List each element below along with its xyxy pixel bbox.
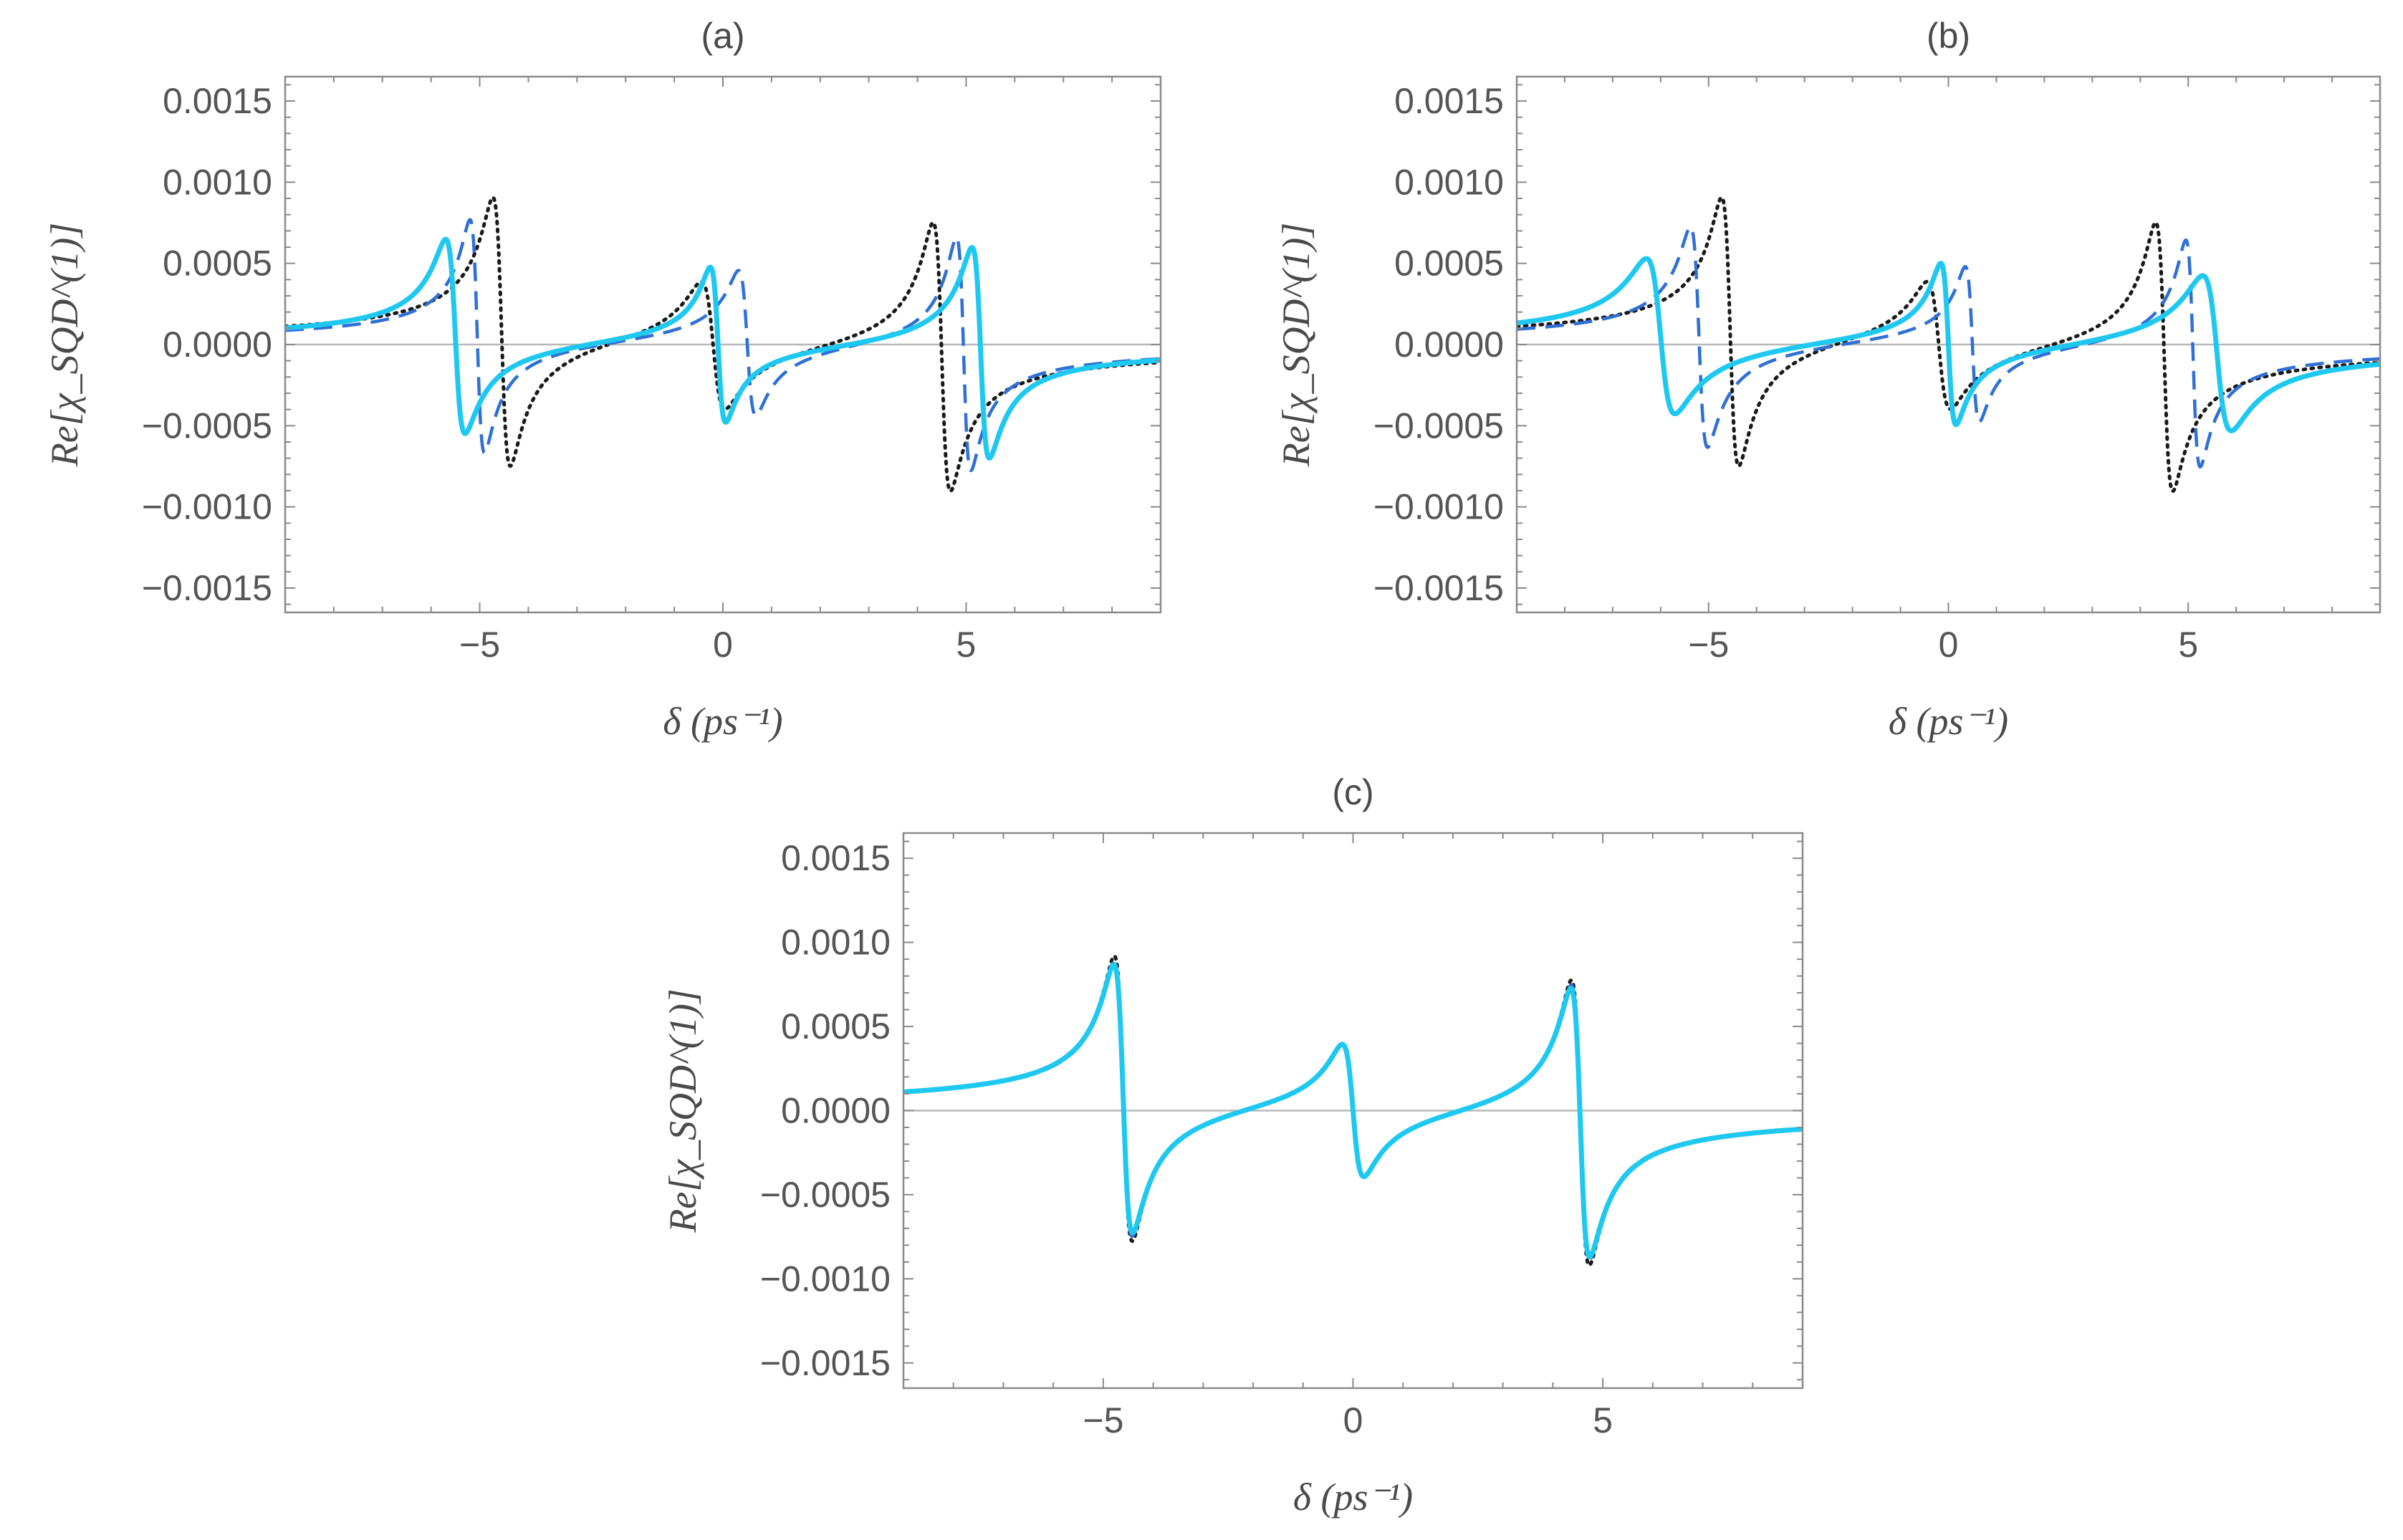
y-axis-label: Re[χ_SQD^(1)] (661, 988, 704, 1233)
y-tick-label: 0.0005 (163, 244, 272, 284)
y-tick-label: −0.0005 (760, 1175, 891, 1215)
y-tick-label: −0.0005 (142, 405, 272, 446)
y-tick-label: 0.0010 (1394, 162, 1504, 202)
chart-panel-0: (a) −5 0 5 0.0015 0.0010 0.0005 0.0000 −0.0005 −0… (43, 16, 1162, 743)
y-tick-label: 0.0005 (1394, 244, 1504, 284)
x-tick-label: 0 (1939, 625, 1959, 665)
y-tick-label: 0.0015 (781, 838, 891, 878)
panel-title: (b) (1927, 16, 1970, 56)
y-tick-label: −0.0010 (142, 487, 272, 527)
y-tick-label: 0.0000 (781, 1091, 891, 1131)
y-tick-label: 0.0015 (163, 81, 272, 121)
series-line-solid (285, 236, 1161, 461)
x-tick-label: 5 (2178, 625, 2198, 665)
y-tick-label: 0.0005 (781, 1006, 891, 1046)
chart-panel-1: (b) −5 0 5 0.0015 0.0010 0.0005 0.0000 −0.0005 −0… (1275, 16, 2382, 743)
y-tick-label: 0.0000 (1394, 324, 1504, 365)
y-tick-label: −0.0010 (1373, 487, 1504, 527)
x-tick-label: −5 (459, 625, 500, 665)
x-tick-label: 0 (713, 625, 733, 665)
x-axis-label: δ (ps⁻¹) (1889, 700, 2008, 743)
y-tick-label: −0.0015 (142, 568, 272, 608)
x-tick-label: −5 (1688, 625, 1729, 665)
y-axis-label: Re[χ_SQD^(1)] (1275, 223, 1318, 467)
y-tick-label: −0.0010 (760, 1259, 891, 1299)
y-tick-label: −0.0015 (1373, 568, 1504, 608)
x-tick-label: 0 (1343, 1400, 1363, 1440)
x-axis-label: δ (ps⁻¹) (1293, 1476, 1413, 1519)
series-line-dotted (1517, 196, 2380, 494)
x-axis-label: δ (ps⁻¹) (663, 700, 782, 743)
series-line-solid (1517, 256, 2380, 433)
series-line-solid (903, 961, 1803, 1260)
panel-title: (a) (701, 16, 744, 56)
y-tick-label: 0.0000 (163, 324, 272, 365)
x-tick-label: −5 (1083, 1400, 1123, 1440)
x-tick-label: 5 (956, 625, 977, 665)
x-tick-label: 5 (1593, 1400, 1613, 1440)
y-tick-label: 0.0015 (1394, 81, 1504, 121)
y-tick-label: −0.0015 (760, 1343, 891, 1383)
y-tick-label: 0.0010 (163, 162, 272, 202)
y-axis-label: Re[χ_SQD^(1)] (43, 223, 86, 467)
panel-title: (c) (1332, 772, 1373, 812)
chart-panel-2: (c) −5 0 5 0.0015 0.0010 0.0005 0.0000 −0.0005 −0… (661, 772, 1804, 1519)
y-tick-label: −0.0005 (1373, 405, 1504, 446)
series-line-dashed (285, 218, 1161, 473)
y-tick-label: 0.0010 (781, 923, 891, 963)
